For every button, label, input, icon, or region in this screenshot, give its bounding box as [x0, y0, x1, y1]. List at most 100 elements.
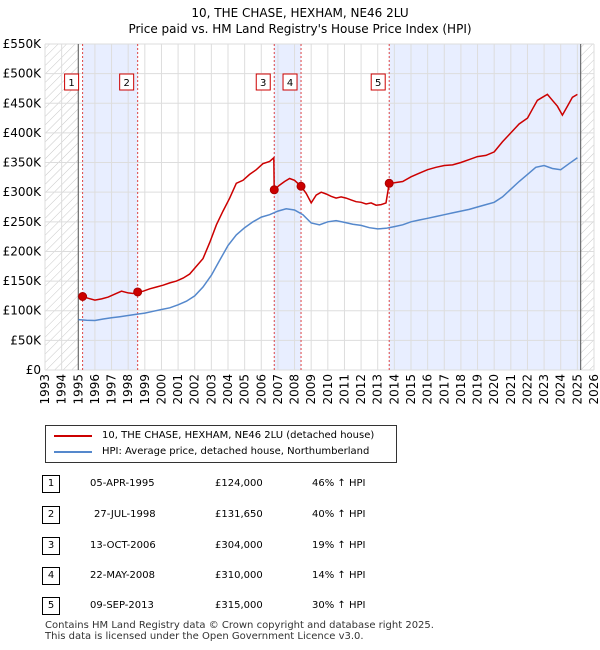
y-tick-label: £450K	[3, 96, 43, 110]
sale-hpi-diff: 46% ↑ HPI	[312, 478, 366, 489]
x-tick-label: 2019	[471, 374, 485, 405]
x-tick-label: 1997	[105, 374, 119, 405]
x-tick-label: 2025	[570, 374, 584, 405]
x-tick-label: 2026	[587, 374, 600, 405]
footer: Contains HM Land Registry data © Crown c…	[45, 620, 434, 642]
sale-label-box	[282, 73, 298, 91]
x-tick-label: 2004	[221, 374, 235, 405]
sale-point	[269, 185, 279, 195]
sale-price: £131,650	[215, 509, 263, 520]
x-tick-label: 2002	[188, 374, 202, 405]
sale-hpi-diff: 19% ↑ HPI	[312, 540, 366, 551]
x-tick-label: 1998	[121, 374, 135, 405]
sale-number-badge: 3	[42, 537, 60, 555]
x-tick-label: 2018	[454, 374, 468, 405]
sale-price: £304,000	[215, 540, 263, 551]
y-tick-label: £150K	[3, 274, 43, 288]
sale-number-badge: 5	[42, 597, 60, 615]
chart-subtitle: Price paid vs. HM Land Registry's House …	[128, 22, 472, 36]
sale-label-number: 5	[375, 78, 381, 89]
sale-point	[296, 181, 306, 191]
sale-date: 22-MAY-2008	[90, 570, 156, 581]
x-tick-label: 1993	[38, 374, 52, 405]
sale-number-badge: 2	[42, 506, 60, 524]
x-tick-label: 2014	[387, 374, 401, 405]
sale-label-number: 3	[260, 78, 266, 89]
x-tick-label: 2023	[537, 374, 551, 405]
sale-point	[384, 178, 394, 188]
sale-label-box	[64, 73, 80, 91]
x-tick-label: 2001	[171, 374, 185, 405]
sale-label-number: 2	[123, 78, 129, 89]
y-tick-label: £300K	[3, 185, 43, 199]
y-tick-label: £500K	[3, 67, 43, 81]
x-tick-label: 2009	[304, 374, 318, 405]
x-tick-label: 2011	[337, 374, 351, 405]
sale-date: 13-OCT-2006	[90, 540, 156, 551]
y-tick-label: £100K	[3, 304, 43, 318]
y-tick-label: £50K	[10, 333, 42, 347]
y-tick-label: £0	[26, 363, 41, 377]
footer-license: This data is licensed under the Open Gov…	[45, 631, 364, 642]
x-tick-label: 2007	[271, 374, 285, 405]
x-tick-label: 2017	[437, 374, 451, 405]
ownership-shade	[274, 44, 302, 370]
sale-label-number: 4	[287, 78, 293, 89]
footer-copyright: Contains HM Land Registry data © Crown c…	[45, 620, 434, 631]
x-tick-label: 2016	[421, 374, 435, 405]
hpi-series-line	[78, 157, 578, 322]
table-row: 2 27-JUL-1998 £131,650 40% ↑ HPI	[0, 506, 600, 526]
legend-label-price: 10, THE CHASE, HEXHAM, NE46 2LU (detache…	[102, 430, 375, 441]
sale-hpi-diff: 14% ↑ HPI	[312, 570, 366, 581]
y-tick-label: £400K	[3, 126, 43, 140]
y-tick-label: £350K	[3, 156, 43, 170]
y-tick-label: £200K	[3, 244, 43, 258]
sale-hpi-diff: 40% ↑ HPI	[312, 509, 366, 520]
sale-label-box	[255, 73, 271, 91]
sale-price: £124,000	[215, 478, 263, 489]
x-tick-label: 2008	[288, 374, 302, 405]
sale-date: 27-JUL-1998	[94, 509, 156, 520]
x-tick-label: 1995	[71, 374, 85, 405]
sale-point	[133, 287, 143, 297]
legend: 10, THE CHASE, HEXHAM, NE46 2LU (detache…	[45, 425, 397, 463]
table-row: 1 05-APR-1995 £124,000 46% ↑ HPI	[0, 475, 600, 495]
sale-label-number: 1	[68, 78, 74, 89]
price-chart: £0 £50K £100K £150K £200K £250K £300K £350K £400…	[3, 37, 600, 405]
sale-label-box	[119, 73, 135, 91]
x-tick-label: 2020	[487, 374, 501, 405]
sale-hpi-diff: 30% ↑ HPI	[312, 600, 366, 611]
sale-number-badge: 1	[42, 475, 60, 493]
sale-label-box	[370, 73, 386, 91]
x-tick-label: 1999	[138, 374, 152, 405]
price-series-line	[82, 93, 578, 301]
x-tick-label: 2013	[371, 374, 385, 405]
legend-label-hpi: HPI: Average price, detached house, Nort…	[102, 446, 370, 457]
x-tick-label: 2015	[404, 374, 418, 405]
legend-swatch-hpi	[54, 451, 92, 453]
table-row: 4 22-MAY-2008 £310,000 14% ↑ HPI	[0, 567, 600, 587]
sale-price: £315,000	[215, 600, 263, 611]
x-tick-label: 2012	[354, 374, 368, 405]
sale-date: 05-APR-1995	[90, 478, 155, 489]
sale-date: 09-SEP-2013	[90, 600, 154, 611]
chart-title: 10, THE CHASE, HEXHAM, NE46 2LU	[191, 6, 409, 20]
y-tick-label: £550K	[3, 37, 43, 51]
table-row: 3 13-OCT-2006 £304,000 19% ↑ HPI	[0, 537, 600, 557]
x-tick-label: 2021	[504, 374, 518, 405]
x-tick-label: 1996	[88, 374, 102, 405]
sale-price: £310,000	[215, 570, 263, 581]
x-tick-label: 2003	[204, 374, 218, 405]
sale-number-badge: 4	[42, 567, 60, 585]
no-data-hatch	[580, 44, 594, 370]
ownership-shade	[389, 44, 581, 370]
table-row: 5 09-SEP-2013 £315,000 30% ↑ HPI	[0, 597, 600, 617]
x-tick-label: 2005	[238, 374, 252, 405]
x-tick-label: 2000	[154, 374, 168, 405]
y-tick-label: £250K	[3, 215, 43, 229]
x-tick-label: 2024	[554, 374, 568, 405]
x-tick-label: 2022	[520, 374, 534, 405]
x-tick-label: 2006	[254, 374, 268, 405]
x-tick-label: 2010	[321, 374, 335, 405]
sale-point	[78, 292, 88, 302]
